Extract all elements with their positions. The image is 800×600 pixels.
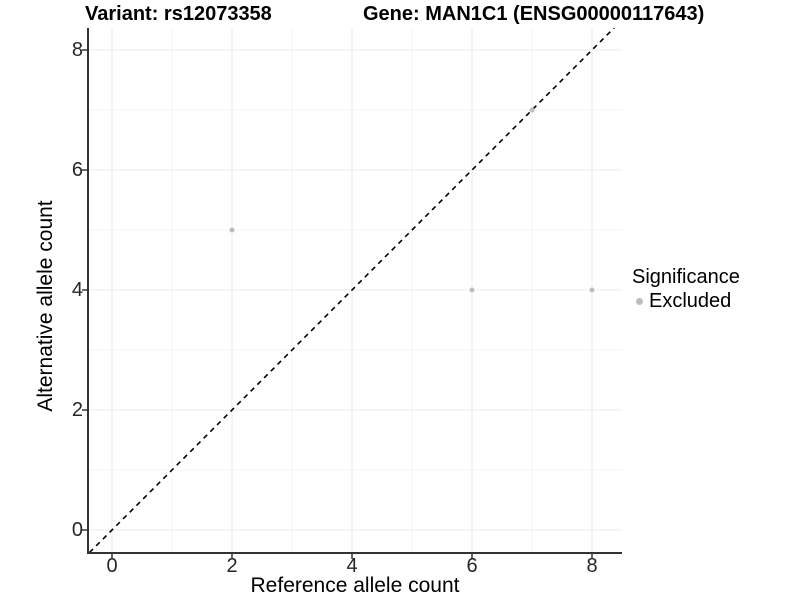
- y-tick-label: 4: [71, 279, 83, 301]
- y-tick-label: 8: [71, 39, 83, 61]
- legend: Significance Excluded: [632, 266, 740, 313]
- y-tick-label: 0: [71, 519, 83, 541]
- identity-dashed-line: [88, 28, 616, 553]
- x-axis-title: Reference allele count: [250, 574, 460, 597]
- x-tick-label: 0: [106, 555, 118, 577]
- y-tick-label: 6: [71, 159, 83, 181]
- variant-title: Variant: rs12073358: [85, 3, 272, 25]
- y-tick-label: 2: [71, 399, 83, 421]
- x-tick-label: 2: [226, 555, 238, 577]
- legend-point-icon: [636, 298, 643, 305]
- data-point: [469, 287, 475, 293]
- x-tick-label: 4: [346, 555, 358, 577]
- legend-entry-label: Excluded: [649, 290, 732, 312]
- data-point: [229, 227, 235, 233]
- y-axis-title: Alternative allele count: [34, 200, 57, 412]
- x-tick-label: 8: [586, 555, 598, 577]
- gene-title: Gene: MAN1C1 (ENSG00000117643): [363, 3, 705, 25]
- data-point: [529, 107, 535, 113]
- data-point: [589, 287, 595, 293]
- legend-entry: Excluded: [632, 290, 740, 313]
- legend-title: Significance: [632, 266, 740, 288]
- x-tick-label: 6: [466, 555, 478, 577]
